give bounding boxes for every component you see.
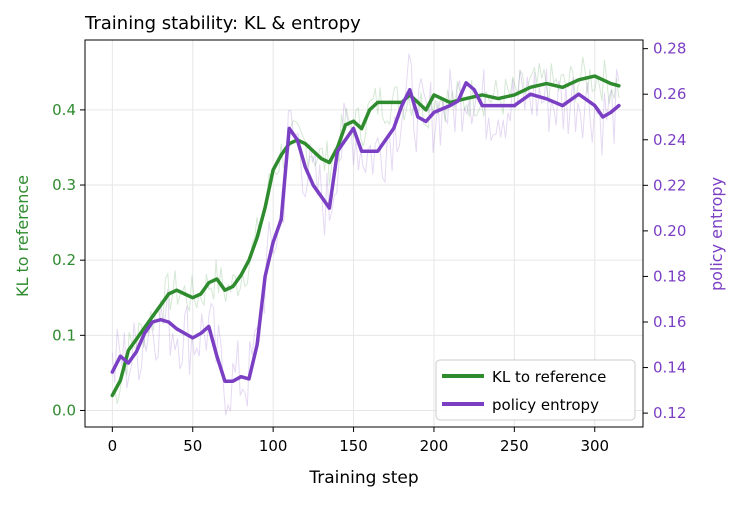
x-axis-label: Training step <box>308 468 418 488</box>
y-right-tick-label: 0.28 <box>653 40 686 58</box>
series-line-kl <box>110 74 621 398</box>
legend-box <box>435 359 636 421</box>
x-tick-label: 200 <box>420 437 449 455</box>
y-right-tick-label: 0.14 <box>653 359 686 377</box>
y-right-tick-label: 0.26 <box>653 85 686 103</box>
y-left-axis-ticks: 0.0 0.1 0.2 0.3 0.4 <box>52 101 85 419</box>
x-tick-label: 100 <box>259 437 288 455</box>
y-right-axis-label: policy entropy <box>707 177 726 291</box>
x-tick-label: 250 <box>500 437 529 455</box>
raw-noise-layer <box>111 53 620 416</box>
x-tick-label: 0 <box>108 437 118 455</box>
y-right-tick-label: 0.24 <box>653 131 686 149</box>
y-left-tick-label: 0.4 <box>52 101 76 119</box>
y-right-axis-ticks: 0.12 0.14 0.16 0.18 0.20 0.22 0.24 0.26 0.28 <box>643 40 686 422</box>
y-right-tick-label: 0.12 <box>653 404 686 422</box>
x-axis-ticks: 0 50 100 150 200 250 300 <box>108 427 609 455</box>
y-right-tick-label: 0.18 <box>653 267 686 285</box>
y-right-tick-label: 0.22 <box>653 176 686 194</box>
legend-label-entropy: policy entropy <box>492 396 599 414</box>
y-right-tick-label: 0.20 <box>653 222 686 240</box>
legend: KL to reference policy entropy <box>435 359 636 421</box>
series-line-entropy <box>110 81 621 383</box>
y-left-tick-label: 0.2 <box>52 251 76 269</box>
y-left-tick-label: 0.0 <box>52 401 76 419</box>
chart-title: Training stability: KL & entropy <box>84 13 361 34</box>
raw-trace-1 <box>111 53 620 416</box>
y-left-tick-label: 0.1 <box>52 326 76 344</box>
raw-trace-0 <box>111 56 620 404</box>
x-tick-label: 300 <box>580 437 609 455</box>
y-left-axis-label: KL to reference <box>13 175 32 297</box>
y-left-tick-label: 0.3 <box>52 176 76 194</box>
plot-frame <box>84 39 644 428</box>
x-tick-label: 150 <box>339 437 368 455</box>
y-right-tick-label: 0.16 <box>653 313 686 331</box>
legend-label-kl: KL to reference <box>492 368 606 386</box>
series-layer <box>110 74 621 398</box>
x-tick-label: 50 <box>183 437 202 455</box>
